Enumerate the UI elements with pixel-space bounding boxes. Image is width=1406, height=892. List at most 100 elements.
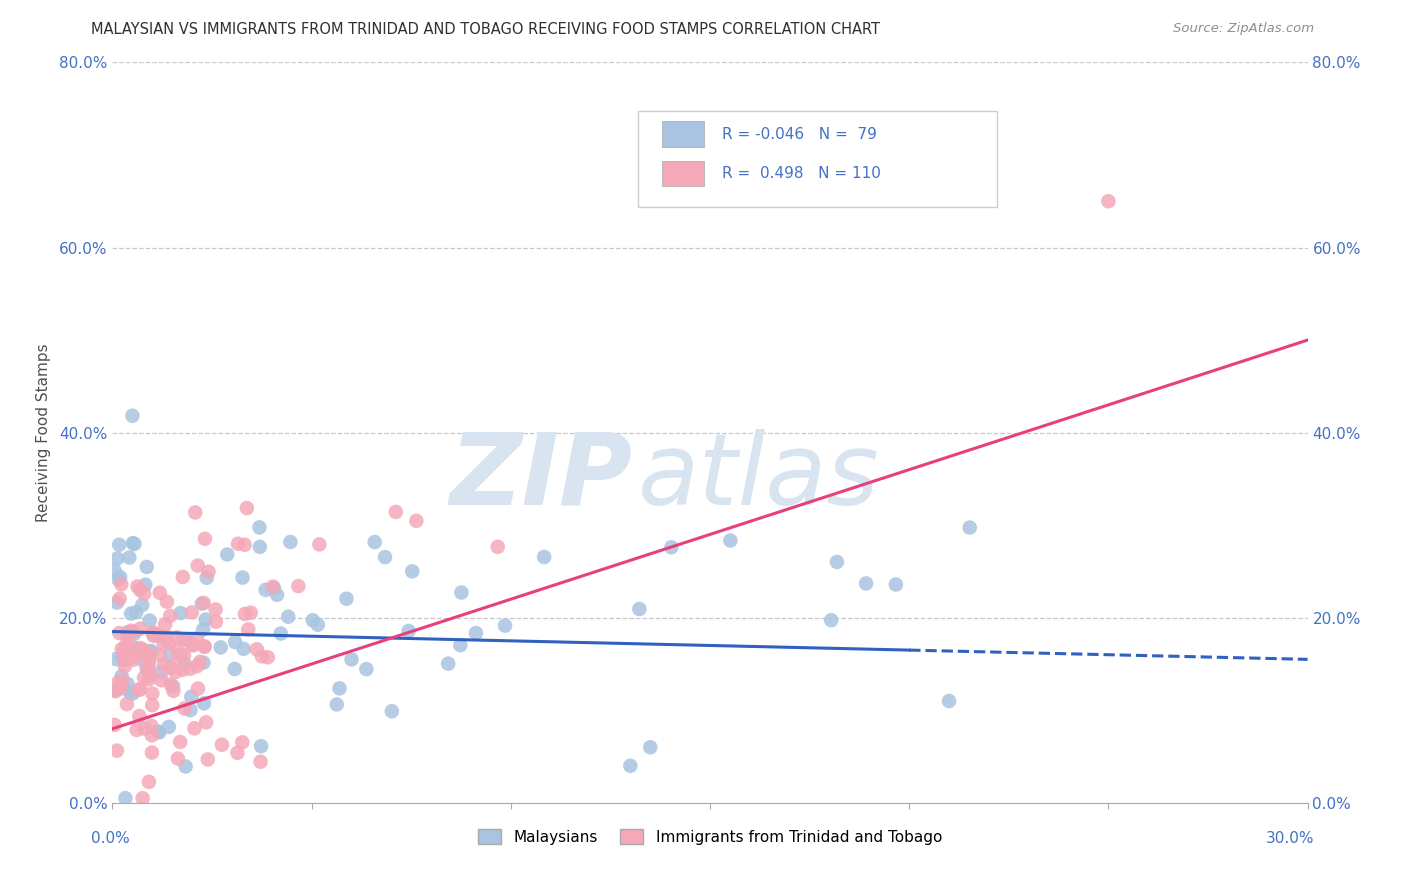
Point [226,537,249,551]
Point [173,701,195,715]
Point [619,758,641,772]
Point [194,640,217,654]
Point [141,719,163,733]
Point [142,625,165,640]
Point [340,652,363,666]
Point [141,728,163,742]
Point [628,602,651,616]
Point [132,655,155,669]
Point [183,722,205,736]
Point [280,535,302,549]
Point [117,677,139,691]
Point [128,582,150,597]
Point [820,613,842,627]
Point [172,632,194,647]
Point [217,548,239,562]
Point [120,641,142,656]
Point [127,579,149,593]
Point [142,627,165,641]
Point [179,703,201,717]
Point [328,681,350,696]
Point [156,595,179,609]
Point [136,650,159,665]
Point [193,623,215,637]
Point [136,662,159,676]
Point [226,746,249,760]
Point [172,663,194,677]
Point [180,690,202,704]
Point [108,591,131,606]
Point [135,560,157,574]
Point [224,635,246,649]
Point [246,642,269,657]
Point [193,696,215,710]
Point [117,625,139,640]
Point [167,649,190,664]
Point [176,632,198,647]
Point [127,642,149,657]
Point [938,694,960,708]
Point [120,624,142,638]
Point [112,653,135,667]
Point [172,570,194,584]
Point [131,642,153,657]
Point [153,657,176,672]
Text: R = -0.046   N =  79: R = -0.046 N = 79 [723,127,877,142]
Point [180,638,202,652]
Point [239,606,262,620]
Point [825,555,848,569]
Point [134,587,156,601]
Point [104,684,127,698]
Point [148,725,170,739]
Point [136,645,159,659]
Point [107,573,129,587]
Point [405,514,427,528]
Point [145,627,167,641]
Text: Source: ZipAtlas.com: Source: ZipAtlas.com [1174,22,1315,36]
Point [104,652,127,666]
Point [233,607,256,621]
Point [450,585,472,599]
Point [118,550,141,565]
Point [115,638,138,652]
Point [120,607,142,621]
Point [138,657,160,672]
Point [153,617,176,632]
Point [187,558,209,573]
Text: atlas: atlas [638,428,880,525]
Point [250,739,273,754]
Point [141,644,163,658]
Point [125,723,148,737]
Point [247,520,270,534]
Point [249,755,271,769]
Point [107,674,129,689]
Point [103,718,125,732]
Point [115,697,138,711]
Point [108,678,131,692]
Point [231,571,253,585]
Point [855,576,877,591]
Point [111,669,134,683]
Point [256,650,278,665]
Point [134,648,156,662]
Point [262,580,284,594]
Point [159,608,181,623]
Point [884,577,907,591]
Point [150,665,173,679]
Point [169,735,191,749]
Point [385,505,408,519]
Point [121,649,143,664]
Point [145,628,167,642]
Point [169,648,191,662]
Text: 0.0%: 0.0% [91,831,131,846]
Point [173,648,195,663]
Point [105,551,128,566]
Point [131,791,153,805]
Point [138,673,160,687]
Point [1097,194,1119,209]
Point [209,640,232,655]
Point [186,659,208,673]
Point [128,709,150,723]
Point [194,613,217,627]
Point [166,642,188,657]
